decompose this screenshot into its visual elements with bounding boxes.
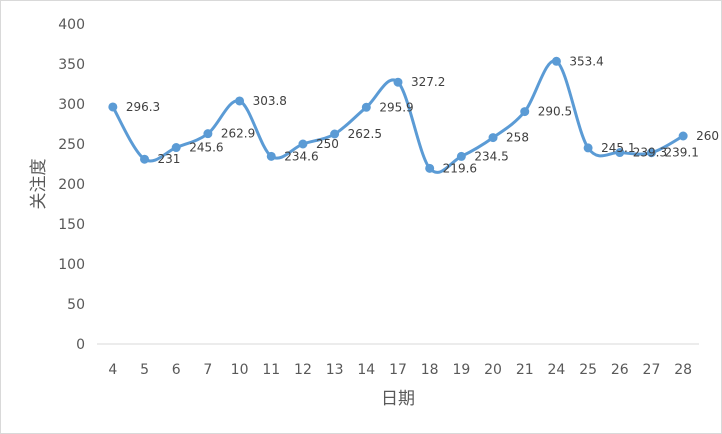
y-tick-label: 300 <box>58 97 85 113</box>
data-points <box>108 56 688 173</box>
x-tick-label: 10 <box>231 362 249 378</box>
data-point <box>108 102 118 112</box>
data-label: 290.5 <box>538 105 572 119</box>
x-tick-label: 14 <box>357 362 375 378</box>
data-point <box>583 143 593 153</box>
data-label: 295.9 <box>379 100 413 114</box>
data-point <box>456 151 466 161</box>
data-point <box>235 96 245 106</box>
x-tick-label: 25 <box>579 362 597 378</box>
data-point <box>520 107 530 117</box>
data-point <box>140 154 150 164</box>
x-axis-title: 日期 <box>381 389 415 409</box>
y-tick-label: 50 <box>67 297 85 313</box>
data-point <box>425 163 435 173</box>
data-point <box>361 102 371 112</box>
data-label: 262.9 <box>221 127 255 141</box>
y-axis-title: 关注度 <box>29 159 49 210</box>
data-label: 353.4 <box>569 54 603 68</box>
y-tick-label: 150 <box>58 217 85 233</box>
data-point <box>298 139 308 149</box>
y-tick-label: 350 <box>58 57 85 73</box>
data-label: 245.6 <box>189 141 223 155</box>
data-point <box>615 148 625 158</box>
x-tick-label: 20 <box>484 362 502 378</box>
data-label: 231 <box>158 152 181 166</box>
x-tick-label: 21 <box>516 362 534 378</box>
y-tick-label: 100 <box>58 257 85 273</box>
x-tick-label: 5 <box>140 362 149 378</box>
y-axis-ticks: 0 50 100 150 200 250 300 350 400 <box>58 17 85 353</box>
data-label: 250 <box>316 137 339 151</box>
data-label: 258 <box>506 131 529 145</box>
series-line <box>111 59 685 174</box>
data-label: 262.5 <box>348 127 382 141</box>
y-tick-label: 200 <box>58 177 85 193</box>
data-label: 303.8 <box>253 94 287 108</box>
y-tick-label: 400 <box>58 17 85 33</box>
data-point <box>551 56 561 66</box>
data-label: 219.6 <box>443 161 477 175</box>
data-point <box>646 148 656 158</box>
x-tick-label: 27 <box>643 362 661 378</box>
x-tick-label: 24 <box>548 362 566 378</box>
x-tick-label: 19 <box>452 362 470 378</box>
x-tick-label: 11 <box>262 362 280 378</box>
data-point <box>266 151 276 161</box>
x-tick-label: 6 <box>172 362 181 378</box>
y-tick-label: 0 <box>76 337 85 353</box>
data-point <box>488 133 498 143</box>
data-label: 327.2 <box>411 75 445 89</box>
data-label: 245.1 <box>601 141 635 155</box>
x-tick-label: 17 <box>389 362 407 378</box>
x-axis-ticks: 4 5 6 7 10 11 12 13 14 17 18 19 20 21 24 25 26 27 28 <box>108 362 692 378</box>
data-point <box>330 129 340 139</box>
y-tick-label: 250 <box>58 137 85 153</box>
data-label: 239.1 <box>664 146 698 160</box>
data-label: 260 <box>696 129 719 143</box>
x-tick-label: 28 <box>674 362 692 378</box>
x-tick-label: 7 <box>203 362 212 378</box>
x-tick-label: 4 <box>108 362 117 378</box>
x-tick-label: 26 <box>611 362 629 378</box>
x-tick-label: 12 <box>294 362 312 378</box>
data-label: 234.5 <box>474 149 508 163</box>
data-point <box>393 77 403 87</box>
data-label: 234.6 <box>284 149 318 163</box>
data-label: 296.3 <box>126 100 160 114</box>
data-point <box>171 143 181 153</box>
x-tick-label: 13 <box>326 362 344 378</box>
data-point <box>203 129 213 139</box>
data-point <box>678 131 688 141</box>
data-label: 239.3 <box>633 146 667 160</box>
x-tick-label: 18 <box>421 362 439 378</box>
